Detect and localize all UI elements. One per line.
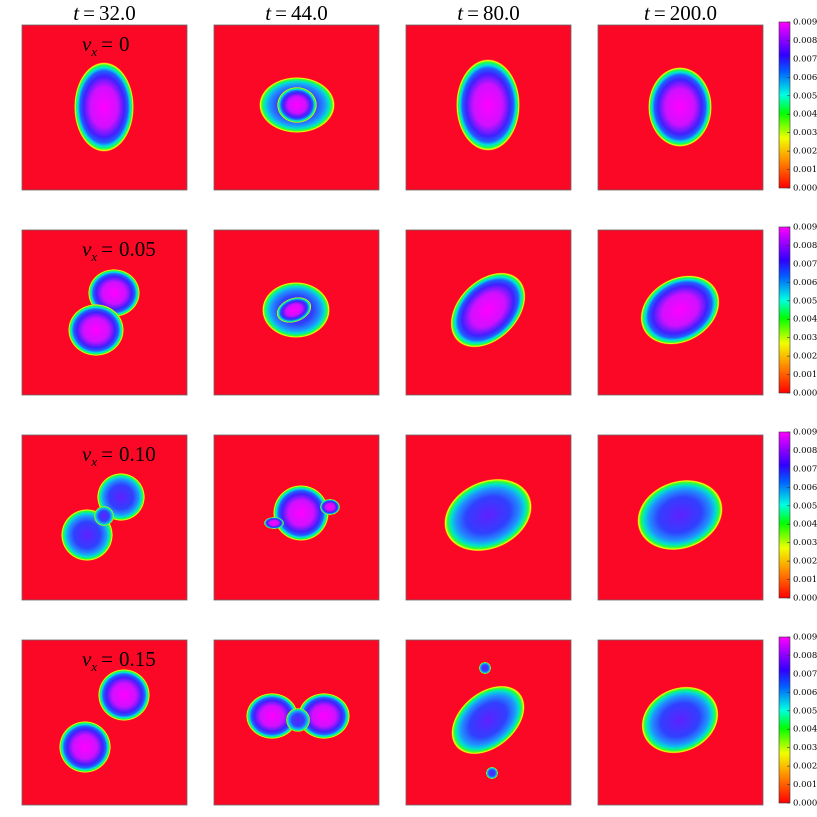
colorbar-tick-label: 0.002 bbox=[793, 762, 817, 772]
title-value: 80.0 bbox=[483, 1, 520, 25]
panel bbox=[597, 434, 764, 601]
row-label: vx = 0.15 bbox=[82, 647, 156, 674]
colorbar-tick-label: 0.008 bbox=[793, 651, 817, 661]
row-label: vx = 0 bbox=[82, 32, 129, 59]
colorbar-tick-label: 0.009 bbox=[793, 428, 817, 438]
title-variable: t bbox=[265, 1, 272, 25]
colorbar-tick-label: 0.005 bbox=[793, 91, 817, 101]
panel bbox=[213, 639, 380, 806]
label-equals: = bbox=[101, 647, 113, 671]
colorbar-tick-label: 0.002 bbox=[793, 557, 817, 567]
colorbar-tick-label: 0.004 bbox=[793, 520, 817, 530]
title-value: 200.0 bbox=[670, 1, 717, 25]
colorbar-tick-label: 0.004 bbox=[793, 315, 817, 325]
label-value: 0.05 bbox=[119, 237, 156, 261]
panel bbox=[213, 24, 380, 191]
colorbar-tick-label: 0.001 bbox=[793, 165, 817, 175]
colorbar-tick-label: 0.008 bbox=[793, 446, 817, 456]
colorbar-tick-label: 0.003 bbox=[793, 743, 817, 753]
colorbar-tick-label: 0.009 bbox=[793, 633, 817, 643]
colorbar-tick-label: 0.007 bbox=[793, 464, 817, 474]
colorbar bbox=[778, 636, 791, 804]
label-variable: v bbox=[82, 32, 92, 56]
label-subscript: x bbox=[90, 44, 97, 59]
panel bbox=[597, 24, 764, 191]
colorbar-tick-label: 0.003 bbox=[793, 128, 817, 138]
colorbar-tick-label: 0.004 bbox=[793, 110, 817, 120]
column-title: t = 44.0 bbox=[265, 1, 327, 25]
colorbar-tick-label: 0.001 bbox=[793, 575, 817, 585]
label-subscript: x bbox=[90, 659, 97, 674]
colorbar-tick-label: 0.007 bbox=[793, 669, 817, 679]
row-label: vx = 0.10 bbox=[82, 442, 156, 469]
panel bbox=[21, 434, 188, 601]
colorbar-tick-label: 0.005 bbox=[793, 501, 817, 511]
label-subscript: x bbox=[90, 454, 97, 469]
label-equals: = bbox=[101, 442, 113, 466]
column-title: t = 200.0 bbox=[644, 1, 717, 25]
colorbar-tick-label: 0.005 bbox=[793, 296, 817, 306]
title-value: 32.0 bbox=[99, 1, 136, 25]
colorbar-tick-label: 0.004 bbox=[793, 725, 817, 735]
panel bbox=[21, 639, 188, 806]
panel bbox=[21, 229, 188, 396]
title-variable: t bbox=[457, 1, 464, 25]
colorbar-tick-label: 0.006 bbox=[793, 483, 817, 493]
colorbar-tick-label: 0.005 bbox=[793, 706, 817, 716]
label-variable: v bbox=[82, 237, 92, 261]
column-title: t = 80.0 bbox=[457, 1, 519, 25]
colorbar bbox=[778, 226, 791, 394]
panel bbox=[21, 24, 188, 191]
colorbar-tick-label: 0.009 bbox=[793, 18, 817, 28]
label-equals: = bbox=[101, 32, 113, 56]
colorbar-tick-label: 0.009 bbox=[793, 223, 817, 233]
panel bbox=[597, 229, 764, 396]
label-value: 0.15 bbox=[119, 647, 156, 671]
panel bbox=[405, 639, 572, 806]
colorbar bbox=[778, 21, 791, 189]
colorbar-tick-label: 0.000 bbox=[793, 389, 817, 399]
colorbar bbox=[778, 431, 791, 599]
label-value: 0.10 bbox=[119, 442, 156, 466]
panel bbox=[597, 639, 764, 806]
colorbar-tick-label: 0.001 bbox=[793, 370, 817, 380]
colorbar-tick-label: 0.007 bbox=[793, 54, 817, 64]
label-variable: v bbox=[82, 442, 92, 466]
colorbar-tick-label: 0.007 bbox=[793, 259, 817, 269]
column-title: t = 32.0 bbox=[73, 1, 135, 25]
label-subscript: x bbox=[90, 249, 97, 264]
colorbar-tick-label: 0.000 bbox=[793, 799, 817, 809]
title-variable: t bbox=[73, 1, 80, 25]
colorbar-tick-label: 0.000 bbox=[793, 184, 817, 194]
label-equals: = bbox=[101, 237, 113, 261]
title-equals: = bbox=[83, 1, 95, 25]
panel bbox=[405, 434, 572, 601]
colorbar-tick-label: 0.008 bbox=[793, 241, 817, 251]
title-equals: = bbox=[275, 1, 287, 25]
colorbar-tick-label: 0.002 bbox=[793, 352, 817, 362]
colorbar-tick-label: 0.006 bbox=[793, 73, 817, 83]
colorbar-tick-label: 0.002 bbox=[793, 147, 817, 157]
label-value: 0 bbox=[119, 32, 130, 56]
panel bbox=[213, 229, 380, 396]
colorbar-tick-label: 0.006 bbox=[793, 688, 817, 698]
colorbar-tick-label: 0.001 bbox=[793, 780, 817, 790]
colorbar-tick-label: 0.008 bbox=[793, 36, 817, 46]
row-label: vx = 0.05 bbox=[82, 237, 156, 264]
colorbar-tick-label: 0.003 bbox=[793, 538, 817, 548]
colorbar-tick-label: 0.000 bbox=[793, 594, 817, 604]
label-variable: v bbox=[82, 647, 92, 671]
panel bbox=[405, 229, 572, 396]
title-value: 44.0 bbox=[291, 1, 328, 25]
title-variable: t bbox=[644, 1, 651, 25]
colorbar-tick-label: 0.003 bbox=[793, 333, 817, 343]
panel bbox=[405, 24, 572, 191]
title-equals: = bbox=[654, 1, 666, 25]
title-equals: = bbox=[467, 1, 479, 25]
panel bbox=[213, 434, 380, 601]
colorbar-tick-label: 0.006 bbox=[793, 278, 817, 288]
